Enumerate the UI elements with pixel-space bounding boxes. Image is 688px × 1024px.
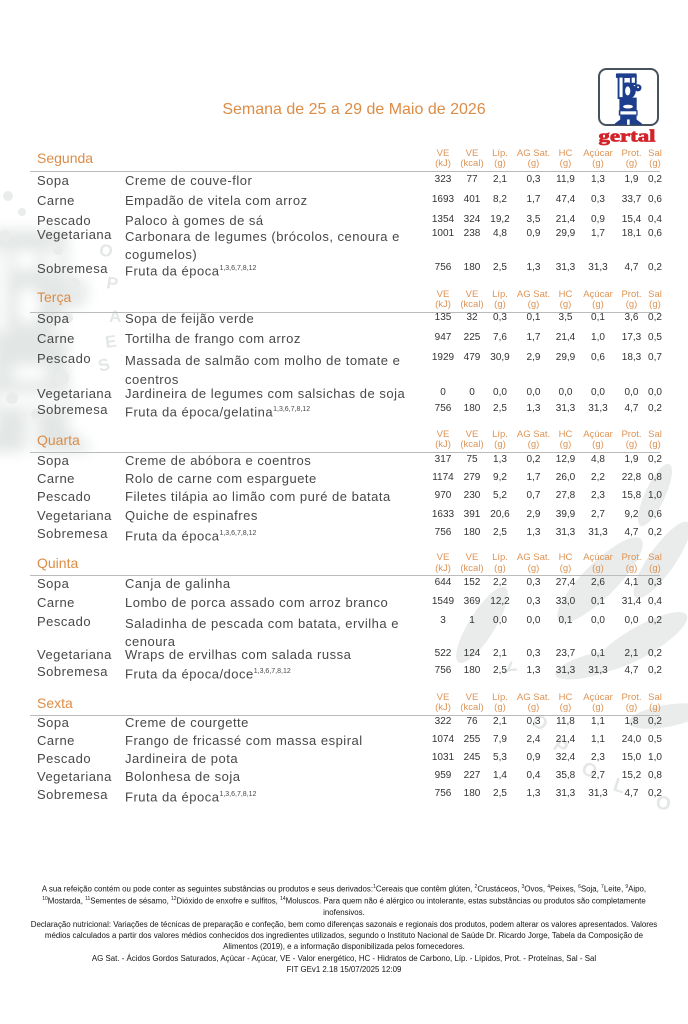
svg-text:S: S (96, 354, 112, 375)
svg-text:A: A (109, 307, 121, 326)
svg-text:O: O (654, 792, 672, 815)
svg-text:gertal: gertal (599, 127, 657, 146)
svg-text:E: E (104, 332, 118, 352)
svg-text:P: P (105, 273, 119, 293)
svg-text:O: O (97, 240, 115, 262)
